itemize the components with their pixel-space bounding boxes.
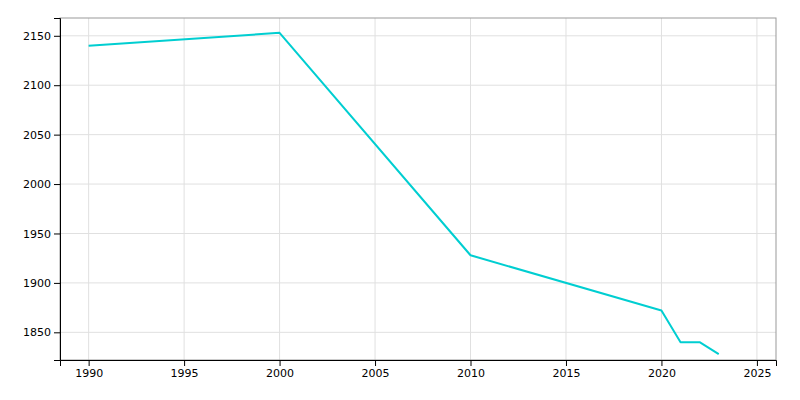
x-tick-label: 1995: [171, 367, 199, 380]
y-tick-label: 1850: [23, 326, 51, 339]
y-tick-mark: [54, 332, 60, 333]
x-tick-label: 2010: [457, 367, 485, 380]
y-tick: 1950: [23, 227, 60, 240]
x-grid-line: [565, 18, 566, 360]
x-grid-line: [470, 18, 471, 360]
x-tick-label: 2020: [648, 367, 676, 380]
y-grid-line: [60, 332, 776, 333]
x-tick-label: 2005: [362, 367, 390, 380]
y-grid-line: [60, 134, 776, 135]
y-grid-line: [60, 35, 776, 36]
plot-area: 1990 1995 2000 2005 2010 2015 2020 2025 1850 1900…: [23, 18, 777, 380]
y-tick-label: 2150: [23, 30, 51, 43]
y-tick-mark: [54, 283, 60, 284]
x-tick-label: 2015: [552, 367, 580, 380]
grid: [60, 18, 776, 360]
y-axis-line: [54, 19, 61, 361]
x-tick-label: 2025: [743, 367, 771, 380]
y-grid-line: [60, 233, 776, 234]
chart-svg: 1990 1995 2000 2005 2010 2015 2020 2025 1850 1900…: [0, 0, 800, 400]
y-tick: 2150: [23, 30, 60, 43]
x-tick-mark: [375, 360, 376, 366]
x-tick-mark: [661, 360, 662, 366]
marks: [89, 33, 719, 354]
y-tick-label: 1950: [23, 227, 51, 240]
y-axis: 1850 1900 1950 2000 2050 2100 2150: [23, 19, 61, 361]
x-tick: 2020: [648, 360, 676, 380]
x-tick: 2025: [743, 360, 771, 380]
y-tick: 2000: [23, 178, 60, 191]
y-tick-label: 1900: [23, 277, 51, 290]
y-tick: 1900: [23, 277, 60, 290]
x-tick: 2005: [362, 360, 390, 380]
x-tick: 1995: [171, 360, 199, 380]
x-tick-mark: [89, 360, 90, 366]
x-axis: 1990 1995 2000 2005 2010 2015 2020 2025: [61, 360, 777, 380]
x-grid-line: [756, 18, 757, 360]
plot-frame: [60, 18, 776, 360]
y-tick-mark: [54, 85, 60, 86]
x-tick: 2010: [457, 360, 485, 380]
x-tick-label: 1990: [75, 367, 103, 380]
x-tick-mark: [566, 360, 567, 366]
y-tick-label: 2100: [23, 79, 51, 92]
y-tick-mark: [54, 36, 60, 37]
y-tick-label: 2000: [23, 178, 51, 191]
y-tick: 2100: [23, 79, 60, 92]
x-tick: 2015: [552, 360, 580, 380]
x-tick-mark: [184, 360, 185, 366]
x-axis-line: [61, 361, 777, 367]
y-tick: 1850: [23, 326, 60, 339]
x-grid-line: [661, 18, 662, 360]
y-grid-line: [60, 85, 776, 86]
x-tick-mark: [471, 360, 472, 366]
data-line: [89, 33, 719, 354]
y-grid-line: [60, 184, 776, 185]
x-grid-line: [184, 18, 185, 360]
y-tick-mark: [54, 233, 60, 234]
x-tick-label: 2000: [266, 367, 294, 380]
x-tick-mark: [280, 360, 281, 366]
x-tick: 2000: [266, 360, 294, 380]
x-grid-line: [279, 18, 280, 360]
y-tick: 2050: [23, 129, 60, 142]
y-tick-mark: [54, 135, 60, 136]
y-tick-mark: [54, 184, 60, 185]
x-tick: 1990: [75, 360, 103, 380]
y-tick-label: 2050: [23, 129, 51, 142]
x-grid-line: [88, 18, 89, 360]
y-grid-line: [60, 282, 776, 283]
x-grid-line: [375, 18, 376, 360]
chart-container: 1990 1995 2000 2005 2010 2015 2020 2025 1850 1900…: [0, 0, 800, 400]
x-tick-mark: [757, 360, 758, 366]
